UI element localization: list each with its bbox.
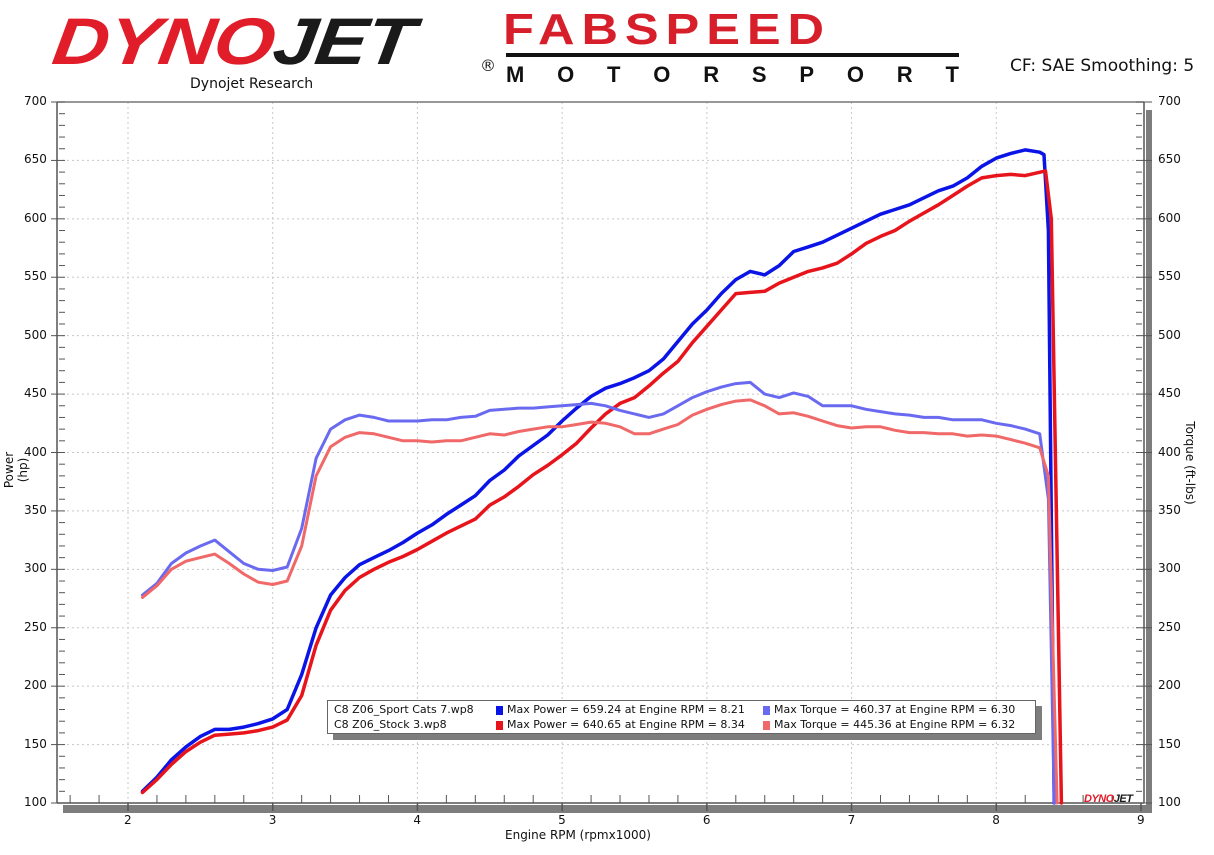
motorsport-letter: T: [945, 62, 959, 87]
y-tick-label-right: 400: [1158, 444, 1181, 459]
y-tick-label-right: 450: [1158, 386, 1181, 401]
motorsport-letter: R: [896, 62, 913, 87]
x-tick-label: 8: [992, 813, 1000, 827]
legend-max-power: Max Power = 640.65 at Engine RPM = 8.34: [507, 718, 745, 731]
correction-settings: CF: SAE Smoothing: 5: [1010, 56, 1195, 76]
y-tick-label-right: 500: [1158, 327, 1181, 342]
power-curve: [140, 148, 1056, 805]
fabspeed-logo-text: FABSPEED: [503, 5, 831, 54]
legend-file-name: C8 Z06_Stock 3.wp8: [334, 718, 447, 731]
x-tick-label: 3: [268, 813, 277, 827]
legend-file-name: C8 Z06_Sport Cats 7.wp8: [334, 703, 474, 716]
y-tick-label-left: 300: [24, 561, 47, 576]
y-tick-label-left: 650: [24, 152, 47, 167]
y-tick-label-left: 250: [24, 619, 47, 634]
y-tick-label-left: 450: [24, 386, 47, 401]
legend-max-torque: Max Torque = 460.37 at Engine RPM = 6.30: [774, 703, 1016, 716]
y-tick-label-right: 350: [1158, 502, 1181, 517]
y-tick-label-left: 350: [24, 502, 47, 517]
x-tick-label: 9: [1137, 813, 1145, 827]
y-tick-label-left: 700: [24, 94, 47, 108]
registered-mark: ®: [480, 56, 496, 75]
y-tick-label-right: 300: [1158, 561, 1181, 576]
power-swatch: [496, 706, 503, 715]
y-tick-label-left: 150: [24, 736, 47, 751]
x-axis-shadow: [63, 805, 1146, 813]
y-tick-label-left: 600: [24, 210, 47, 225]
y-tick-label-left: 550: [24, 269, 47, 284]
fabspeed-logo: FABSPEED M O T O R S P O R T: [503, 8, 959, 87]
x-tick-label: 2: [124, 813, 132, 827]
dynojet-watermark: DYNOJET: [1084, 793, 1133, 805]
motorsport-letter: O: [653, 62, 671, 87]
motorsport-letter: O: [846, 62, 864, 87]
y-tick-label-right: 150: [1158, 736, 1181, 751]
power-curve: [140, 169, 1064, 805]
y-tick-label-right: 100: [1158, 795, 1181, 809]
y-tick-label-right: 600: [1158, 210, 1181, 225]
torque-swatch: [763, 706, 770, 715]
x-tick-label: 7: [847, 813, 856, 827]
legend-max-torque: Max Torque = 445.36 at Engine RPM = 6.32: [774, 718, 1016, 731]
y-axis-label-right: Torque (ft-lbs): [1183, 421, 1197, 505]
y-tick-label-right: 200: [1158, 678, 1181, 693]
x-tick-label: 6: [702, 813, 711, 827]
y-tick-label-right: 550: [1158, 269, 1181, 284]
torque-swatch: [763, 721, 770, 730]
y-tick-label-left: 200: [24, 678, 47, 693]
y-tick-label-right: 700: [1158, 94, 1181, 108]
power-swatch: [496, 721, 503, 730]
motorsport-letter: P: [799, 62, 815, 87]
x-tick-label: 4: [413, 813, 422, 827]
y-tick-label-left: 500: [24, 327, 47, 342]
x-tick-label: 5: [558, 813, 566, 827]
motorsport-letter: R: [703, 62, 720, 87]
y-tick-label-right: 650: [1158, 152, 1181, 167]
y-tick-label-right: 250: [1158, 619, 1181, 634]
y-tick-label-left: 400: [24, 444, 47, 459]
legend-max-power: Max Power = 659.24 at Engine RPM = 8.21: [507, 703, 745, 716]
dynojet-logo: DYNOJET ®: [48, 4, 496, 78]
torque-curve: [141, 380, 1056, 805]
right-axis-shadow: [1146, 110, 1152, 813]
torque-curve: [141, 398, 1059, 805]
dynojet-subtitle: Dynojet Research: [190, 76, 314, 92]
motorsport-letter: O: [557, 62, 575, 87]
motorsport-letter: T: [607, 62, 621, 87]
fabspeed-logo-bar: [506, 53, 959, 57]
y-tick-label-left: 100: [24, 795, 47, 809]
x-axis-label: Engine RPM (rpmx1000): [505, 828, 651, 842]
motorsport-letter: S: [751, 62, 767, 87]
chart-legend: C8 Z06_Sport Cats 7.wp8 Max Power = 659.…: [327, 700, 1036, 734]
motorsport-letter: M: [506, 62, 525, 87]
